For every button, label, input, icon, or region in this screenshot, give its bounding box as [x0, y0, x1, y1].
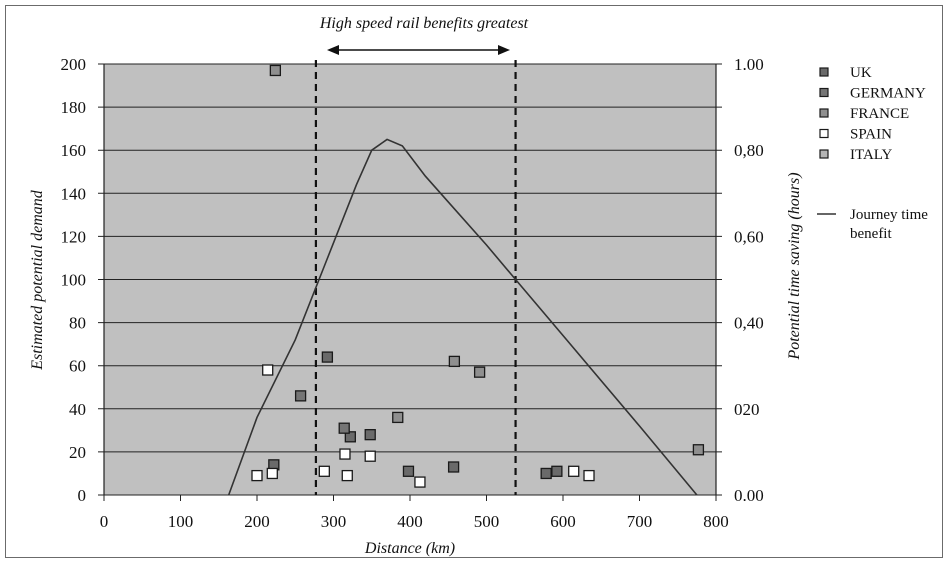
point-uk-4 [364, 429, 376, 441]
point-spain-8 [414, 476, 426, 488]
point-spain-10 [583, 469, 595, 482]
y-tick-label-40: 40 [69, 400, 86, 419]
y-tick-label-120: 120 [61, 227, 87, 246]
x-tick-label-100: 100 [168, 512, 194, 531]
legend-swatch-italy [819, 149, 829, 159]
legend-label-uk: UK [850, 65, 872, 81]
point-spain-6 [341, 469, 353, 482]
point-uk-5 [402, 465, 415, 477]
point-france-1 [269, 64, 282, 77]
y2-axis-label: Potential time saving (hours) [786, 172, 803, 360]
legend-label-spain: SPAIN [850, 127, 892, 143]
point-france-2 [392, 411, 404, 424]
y-tick-label-20: 20 [69, 443, 86, 462]
legend-swatch-germany [819, 87, 829, 98]
y2-tick-label-2: 0,40 [734, 314, 764, 333]
x-tick-label-600: 600 [550, 512, 576, 531]
y2-tick-label-3: 0,60 [734, 227, 764, 246]
y2-tick-label-1: 020 [734, 400, 760, 419]
point-uk-6 [447, 461, 460, 473]
journey-time-curve-group [227, 138, 698, 496]
legend-label-benefit: benefit [850, 226, 892, 242]
gridlines [98, 63, 722, 496]
legend-swatch-uk [819, 67, 829, 77]
x-tick-label-700: 700 [627, 512, 653, 531]
y2-tick-label-4: 0,80 [734, 141, 764, 160]
point-spain-2 [262, 364, 274, 376]
point-spain-9 [568, 465, 580, 477]
y-axis-label: Estimated potential demand [29, 189, 46, 371]
x-tick-label-300: 300 [321, 512, 347, 531]
y-tick-label-140: 140 [61, 184, 87, 203]
arrow-head-left [327, 45, 339, 55]
x-tick-label-800: 800 [703, 512, 729, 531]
point-france-4 [473, 366, 486, 378]
y-tick-label-180: 180 [61, 98, 87, 117]
legend-label-italy: ITALY [850, 147, 892, 163]
legend-label-france: FRANCE [850, 106, 909, 122]
chart-frame [5, 5, 943, 558]
y-tick-label-200: 200 [61, 55, 87, 74]
x-tick-label-400: 400 [397, 512, 423, 531]
journey-time-curve [227, 138, 698, 496]
legend: UK GERMANY FRANCE SPAIN ITALY Journey time ben… [817, 65, 928, 242]
point-germany-1 [294, 390, 307, 402]
data-points [251, 64, 705, 488]
x-tick-label-200: 200 [244, 512, 270, 531]
legend-swatch-france [819, 108, 829, 118]
point-spain-7 [364, 450, 376, 462]
point-germany-2 [338, 422, 350, 434]
point-spain-5 [339, 448, 351, 460]
legend-label-germany: GERMANY [850, 86, 926, 102]
point-spain-3 [266, 467, 278, 480]
y2-tick-label-5: 1.00 [734, 55, 764, 74]
y-tick-label-100: 100 [61, 271, 87, 290]
legend-swatch-spain [819, 128, 829, 139]
chart-title: High speed rail benefits greatest [319, 15, 529, 32]
point-france-3 [448, 355, 461, 368]
y-tick-label-0: 0 [78, 486, 87, 505]
x-axis-label: Distance (km) [364, 540, 455, 557]
x-tick-label-500: 500 [474, 512, 500, 531]
point-uk-2 [321, 351, 334, 363]
point-uk-7 [540, 467, 552, 480]
y2-tick-label-0: 0.00 [734, 486, 764, 505]
point-spain-1 [251, 469, 263, 482]
point-uk-3 [344, 431, 356, 443]
y-tick-label-80: 80 [69, 314, 86, 333]
y-tick-label-60: 60 [69, 357, 86, 376]
point-uk-8 [551, 465, 563, 477]
arrow-head-right [498, 45, 510, 55]
point-france-5 [692, 444, 705, 456]
benefit-zone-lines [314, 60, 517, 495]
point-spain-4 [318, 465, 330, 477]
title-group: High speed rail benefits greatest [319, 15, 529, 55]
x-tick-label-0: 0 [100, 512, 109, 531]
y-tick-label-160: 160 [61, 141, 87, 160]
legend-label-journey-time: Journey time [850, 207, 928, 223]
